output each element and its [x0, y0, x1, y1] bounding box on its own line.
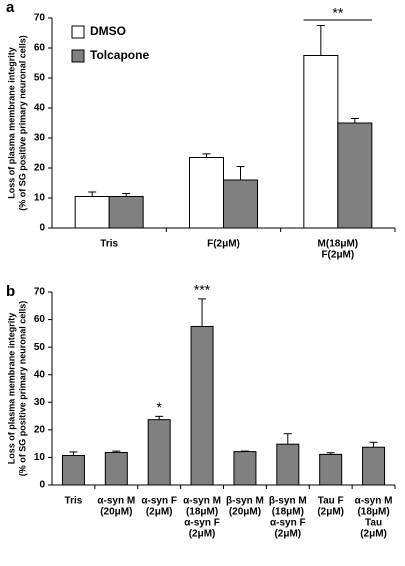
- bar: [61, 454, 85, 486]
- y-tick-label: 20: [34, 424, 46, 435]
- x-tick-label: (2μM): [146, 507, 173, 518]
- y-tick-label: 50: [34, 342, 46, 353]
- annotation: *: [156, 399, 162, 415]
- x-tick-label: β-syn M: [226, 496, 264, 507]
- y-axis-label: Loss of plasma membrane integrity: [6, 47, 16, 199]
- x-tick-label: (2μM): [189, 529, 216, 540]
- bar: [74, 196, 110, 229]
- x-tick-label: (18μM): [186, 507, 218, 518]
- y-tick-label: 20: [34, 163, 46, 174]
- x-tick-label: (20μM): [229, 507, 261, 518]
- x-tick-label: (2μM): [317, 507, 344, 518]
- x-tick-label: F(2μM): [207, 239, 240, 250]
- x-tick-label: α-syn F: [141, 496, 177, 507]
- x-tick-label: α-syn M: [97, 496, 135, 507]
- bar: [108, 196, 144, 229]
- panel-label: a: [6, 0, 15, 16]
- y-tick-label: 30: [34, 133, 46, 144]
- y-tick-label: 70: [34, 287, 46, 298]
- y-tick-label: 0: [39, 223, 45, 234]
- x-tick-label: α-syn F: [184, 518, 220, 529]
- x-tick-label: Tris: [100, 239, 118, 250]
- x-tick-label: (18μM): [272, 507, 304, 518]
- bar: [233, 451, 257, 486]
- x-tick-label: (20μM): [100, 507, 132, 518]
- y-tick-label: 60: [34, 43, 46, 54]
- bar: [190, 325, 214, 486]
- y-axis-label: (% of SG positive primary neuronal cells…: [17, 35, 27, 211]
- y-tick-label: 60: [34, 314, 46, 325]
- x-tick-label: α-syn F: [270, 518, 306, 529]
- legend-swatch: [71, 49, 85, 63]
- bar: [189, 157, 224, 229]
- x-tick-label: Tris: [65, 496, 83, 507]
- x-tick-label: α-syn M: [183, 496, 221, 507]
- bar: [276, 443, 300, 486]
- y-tick-label: 40: [34, 369, 46, 380]
- x-tick-label: F(2μM): [321, 250, 354, 261]
- legend-label: Tolcapone: [90, 48, 149, 62]
- panel-label: b: [6, 283, 15, 300]
- annotation: ***: [194, 282, 211, 298]
- bar: [223, 179, 258, 229]
- x-tick-label: (18μM): [357, 507, 389, 518]
- x-tick-label: Tau F: [318, 496, 344, 507]
- y-tick-label: 50: [34, 73, 46, 84]
- y-axis-label: (% of SG positive primary neuronal cells…: [17, 301, 27, 477]
- bar: [362, 446, 386, 486]
- bar: [319, 453, 343, 486]
- y-axis-label: Loss of plasma membrane integrity: [6, 313, 16, 465]
- bar: [147, 419, 171, 486]
- y-tick-label: 0: [39, 480, 45, 491]
- bar: [337, 122, 373, 229]
- annotation: **: [332, 5, 343, 21]
- x-tick-label: α-syn M: [355, 496, 393, 507]
- y-tick-label: 40: [34, 103, 46, 114]
- x-tick-label: Tau: [365, 518, 382, 529]
- y-tick-label: 70: [34, 13, 46, 24]
- x-tick-label: β-syn M: [269, 496, 307, 507]
- x-tick-label: (2μM): [274, 529, 301, 540]
- y-tick-label: 10: [34, 452, 46, 463]
- x-tick-label: (2μM): [360, 529, 387, 540]
- legend-swatch: [71, 25, 85, 39]
- y-tick-label: 30: [34, 397, 46, 408]
- bar: [303, 55, 339, 229]
- x-tick-label: M(18μM): [318, 239, 359, 250]
- bar: [104, 451, 128, 486]
- y-tick-label: 10: [34, 193, 46, 204]
- legend-label: DMSO: [90, 24, 126, 38]
